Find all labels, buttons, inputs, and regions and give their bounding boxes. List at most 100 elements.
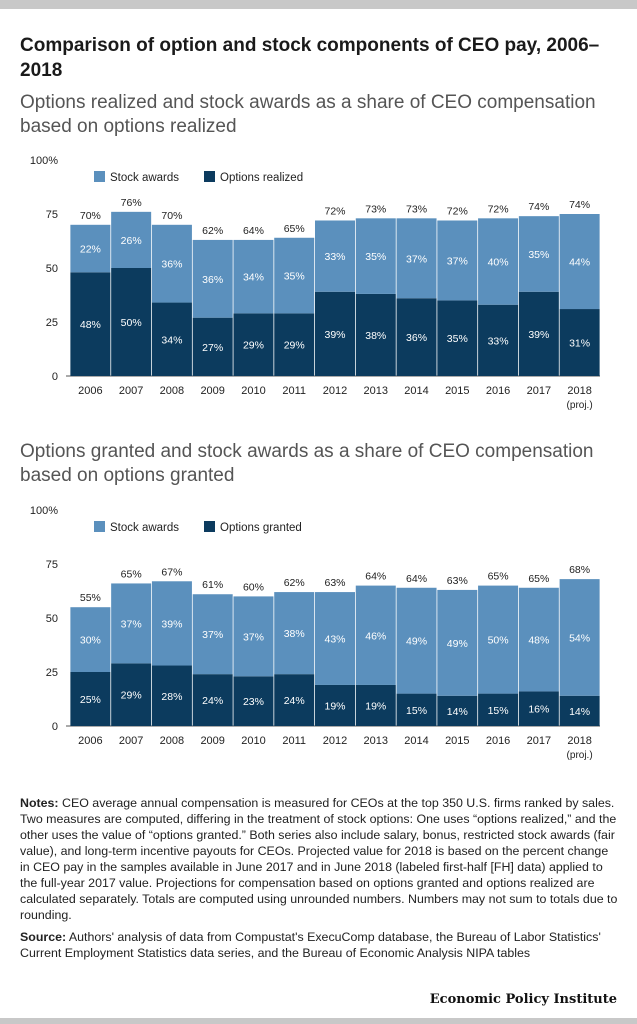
bar-options — [111, 663, 152, 726]
x-tick-label: 2008 — [160, 735, 184, 747]
x-tick-label: 2013 — [364, 735, 388, 747]
bar-stock-awards — [315, 220, 355, 292]
bar-stock-awards — [355, 218, 396, 294]
total-value-label: 64% — [243, 225, 264, 237]
stock-value-label: 49% — [406, 636, 427, 648]
bar-stock-awards — [192, 239, 233, 318]
total-value-label: 72% — [488, 203, 509, 215]
x-tick-label: 2010 — [241, 735, 265, 747]
stock-value-label: 37% — [121, 618, 142, 630]
stock-value-label: 54% — [569, 632, 590, 644]
x-tick-label: 2012 — [323, 735, 347, 747]
legend-label: Stock awards — [110, 522, 179, 534]
total-value-label: 74% — [528, 201, 549, 213]
total-value-label: 73% — [406, 203, 427, 215]
bottom-bar — [0, 1018, 637, 1024]
bar-stock-awards — [192, 594, 233, 675]
legend-label: Options granted — [220, 522, 302, 534]
total-value-label: 62% — [202, 225, 223, 237]
options-value-label: 24% — [202, 695, 223, 707]
stock-value-label: 22% — [80, 244, 101, 256]
source-label: Source: — [20, 930, 67, 944]
options-value-label: 50% — [121, 317, 142, 329]
page-title: Comparison of option and stock component… — [20, 35, 600, 81]
options-value-label: 24% — [284, 695, 305, 707]
notes-text: CEO average annual compensation is measu… — [20, 796, 618, 922]
x-tick-label: 2011 — [282, 385, 306, 397]
bar-stock-awards — [274, 592, 315, 675]
x-tick-label: 2018 — [567, 735, 591, 747]
x-tick-label: 2014 — [404, 735, 428, 747]
options-value-label: 15% — [488, 705, 509, 717]
notes-section: Notes: CEO average annual compensation i… — [20, 795, 618, 967]
y-tick-label: 0 — [52, 371, 58, 383]
stock-value-label: 46% — [365, 630, 386, 642]
legend-label: Stock awards — [110, 172, 179, 184]
bar-stock-awards — [70, 224, 111, 273]
total-value-label: 63% — [447, 575, 468, 587]
x-tick-label: 2015 — [445, 735, 469, 747]
bar-stock-awards — [478, 218, 519, 305]
bar-options — [518, 291, 559, 376]
stock-value-label: 26% — [121, 235, 142, 247]
x-tick-label: 2018 — [567, 385, 591, 397]
y-tick-label: 50 — [46, 613, 58, 625]
bar-stock-awards — [274, 237, 315, 314]
x-tick-label: 2014 — [404, 385, 428, 397]
y-tick-label: 25 — [46, 317, 58, 329]
bar-options — [151, 665, 192, 726]
options-value-label: 33% — [488, 335, 509, 347]
total-value-label: 70% — [80, 210, 101, 222]
stock-value-label: 30% — [80, 635, 101, 647]
bar-stock-awards — [559, 579, 600, 696]
bar-stock-awards — [518, 216, 559, 292]
notes-paragraph: Notes: CEO average annual compensation i… — [20, 795, 618, 923]
x-tick-label: 2016 — [486, 735, 510, 747]
bar-stock-awards — [478, 585, 519, 694]
total-value-label: 72% — [324, 205, 345, 217]
bar-options — [70, 672, 111, 726]
bar-stock-awards — [518, 587, 559, 692]
legend-swatch — [94, 521, 105, 532]
stock-value-label: 37% — [447, 255, 468, 267]
total-value-label: 55% — [80, 592, 101, 604]
epi-logo: Economic Policy Institute — [429, 992, 617, 1007]
options-value-label: 36% — [406, 332, 427, 344]
bar-options — [192, 674, 233, 726]
y-tick-label: 75 — [46, 559, 58, 571]
bar-stock-awards — [396, 587, 437, 694]
x-tick-label: 2017 — [527, 735, 551, 747]
y-tick-label: 50 — [46, 263, 58, 275]
stock-value-label: 50% — [488, 635, 509, 647]
bar-options — [478, 304, 519, 376]
total-value-label: 60% — [243, 581, 264, 593]
stock-value-label: 44% — [569, 257, 590, 269]
total-value-label: 64% — [365, 571, 386, 583]
total-value-label: 63% — [324, 577, 345, 589]
stock-value-label: 40% — [488, 257, 509, 269]
total-value-label: 65% — [284, 223, 305, 235]
total-value-label: 70% — [161, 210, 182, 222]
stock-value-label: 49% — [447, 638, 468, 650]
legend-label: Options realized — [220, 172, 303, 184]
x-tick-label: 2007 — [119, 735, 143, 747]
stock-value-label: 34% — [243, 272, 264, 284]
options-value-label: 48% — [80, 319, 101, 331]
x-tick-label: 2011 — [282, 735, 306, 747]
total-value-label: 65% — [488, 571, 509, 583]
bar-stock-awards — [151, 224, 192, 303]
options-value-label: 14% — [569, 706, 590, 718]
x-tick-label: 2009 — [200, 735, 224, 747]
x-tick-label: 2009 — [200, 385, 224, 397]
stock-value-label: 33% — [324, 251, 345, 263]
y-tick-label: 100% — [30, 505, 58, 517]
total-value-label: 72% — [447, 205, 468, 217]
bar-options — [233, 676, 274, 726]
options-value-label: 16% — [528, 704, 549, 716]
x-tick-sublabel: (proj.) — [567, 400, 593, 411]
total-value-label: 65% — [121, 568, 142, 580]
bar-options — [151, 302, 192, 376]
stock-value-label: 36% — [161, 259, 182, 271]
stock-value-label: 35% — [365, 251, 386, 263]
x-tick-label: 2012 — [323, 385, 347, 397]
